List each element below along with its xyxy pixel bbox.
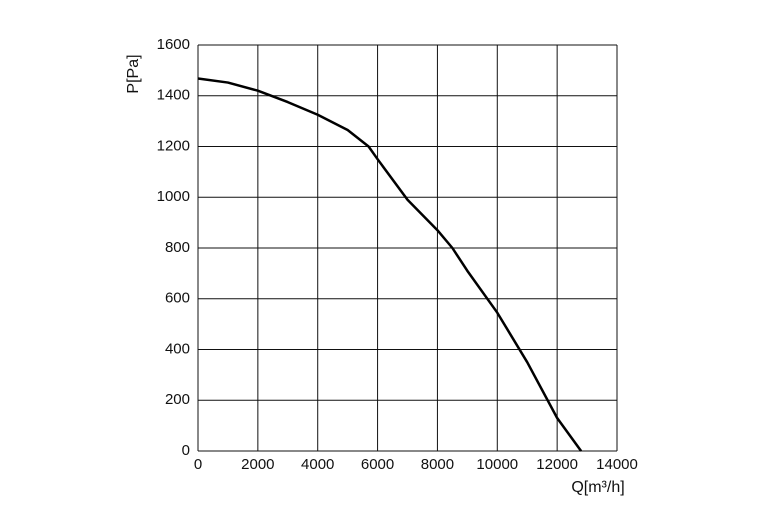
curve [197,77,583,452]
x-tick-label: 0 [194,456,202,473]
y-tick-label: 1000 [157,188,190,205]
y-tick-label: 200 [165,391,190,408]
x-tick-label: 6000 [361,456,394,473]
y-tick-label: 1400 [157,87,190,104]
y-tick-label: 800 [165,239,190,256]
x-axis-label: Q[m³/h] [571,479,624,496]
y-tick-label: 0 [182,442,190,459]
y-tick-label: 400 [165,340,190,357]
x-tick-label: 14000 [596,456,638,473]
x-tick-label: 10000 [476,456,518,473]
y-tick-label: 1600 [157,36,190,53]
x-tick-label: 4000 [301,456,334,473]
y-tick-label: 1200 [157,137,190,154]
x-tick-label: 2000 [241,456,274,473]
x-tick-label: 12000 [536,456,578,473]
x-tick-label: 8000 [421,456,454,473]
y-axis-label: P[Pa] [125,54,142,93]
y-tick-label: 600 [165,290,190,307]
